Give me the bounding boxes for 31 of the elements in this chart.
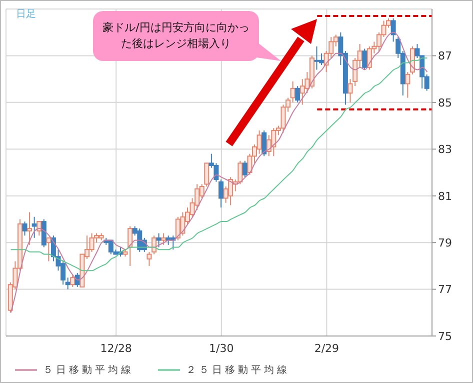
candlestick: [405, 72, 410, 98]
candlestick: [362, 48, 368, 70]
x-tick-label: 1/30: [209, 342, 234, 355]
y-tick-label: 77: [438, 283, 452, 296]
legend-label: ５日移動平均線: [43, 364, 134, 377]
candlestick: [218, 179, 224, 208]
y-tick-label: 79: [438, 236, 452, 250]
candlestick: [161, 232, 166, 246]
candlestick: [70, 274, 76, 288]
annotation: 豪ドル/円は円安方向に向かった後はレンジ相場入り: [102, 20, 250, 52]
candlestick: [27, 212, 32, 246]
candlestick: [46, 237, 52, 262]
candlestick: [146, 251, 152, 266]
chart-title: 日足: [16, 8, 36, 21]
candlestick: [41, 218, 46, 248]
x-tick-label: 12/28: [100, 342, 132, 355]
candlestick: [262, 130, 267, 157]
x-tick-label: 2/29: [314, 342, 340, 355]
y-tick-label: 87: [438, 50, 452, 63]
candlestick: [290, 80, 296, 103]
candlestick: [242, 160, 248, 178]
y-tick-label: 85: [438, 96, 452, 110]
legend-label: ２５日移動平均線: [186, 364, 290, 377]
candlestick: [36, 221, 42, 236]
candlestick: [22, 221, 28, 236]
y-tick-label: 75: [438, 330, 452, 343]
candlestick: [151, 235, 156, 255]
candlestick: [295, 86, 300, 103]
y-tick-label: 83: [438, 143, 452, 156]
candlestick: [348, 78, 353, 103]
y-tick-label: 81: [438, 190, 452, 203]
